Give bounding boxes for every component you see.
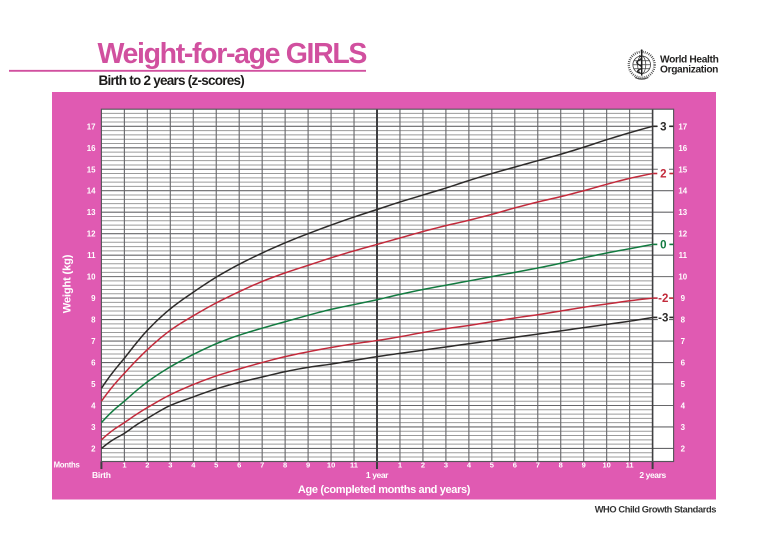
svg-text:Months: Months [54,461,81,470]
svg-text:16: 16 [678,144,687,153]
svg-text:2 years: 2 years [639,470,666,480]
svg-text:Age (completed months and year: Age (completed months and years) [298,484,471,496]
svg-text:5: 5 [214,460,218,469]
svg-text:3: 3 [91,423,96,432]
svg-text:-2: -2 [658,293,668,305]
svg-text:9: 9 [91,294,96,303]
svg-text:9: 9 [306,460,310,469]
svg-text:11: 11 [350,460,358,469]
svg-text:3: 3 [444,460,448,469]
svg-text:14: 14 [678,187,687,196]
svg-text:WHO Child Growth Standards: WHO Child Growth Standards [595,505,717,515]
svg-text:6: 6 [513,460,517,469]
svg-text:7: 7 [681,337,686,346]
svg-text:8: 8 [559,460,563,469]
svg-text:6: 6 [681,359,686,368]
svg-text:10: 10 [603,460,611,469]
svg-text:5: 5 [490,460,494,469]
svg-text:11: 11 [626,460,634,469]
svg-text:6: 6 [91,359,96,368]
svg-text:15: 15 [678,165,687,174]
svg-text:1 year: 1 year [366,470,389,480]
svg-text:5: 5 [681,380,686,389]
svg-text:World Health: World Health [660,55,719,66]
svg-text:8: 8 [91,316,96,325]
svg-text:11: 11 [679,251,688,260]
svg-text:3: 3 [660,121,666,133]
svg-text:10: 10 [678,273,687,282]
svg-text:Birth: Birth [92,470,111,480]
svg-text:4: 4 [467,460,472,469]
svg-text:12: 12 [678,230,687,239]
svg-text:6: 6 [237,460,241,469]
svg-text:2: 2 [660,169,666,181]
svg-text:Weight-for-age GIRLS: Weight-for-age GIRLS [98,38,367,70]
svg-text:10: 10 [87,273,96,282]
svg-text:2: 2 [681,444,686,453]
svg-text:9: 9 [681,294,686,303]
svg-text:11: 11 [87,251,96,260]
svg-text:8: 8 [283,460,287,469]
svg-text:4: 4 [191,460,196,469]
svg-text:13: 13 [678,208,687,217]
svg-text:15: 15 [87,165,96,174]
svg-text:0: 0 [660,239,666,251]
svg-text:1: 1 [398,460,402,469]
svg-text:10: 10 [327,460,335,469]
svg-text:17: 17 [678,122,687,131]
svg-text:17: 17 [87,122,96,131]
svg-text:13: 13 [87,208,96,217]
svg-text:5: 5 [91,380,96,389]
svg-text:8: 8 [681,316,686,325]
svg-text:4: 4 [91,402,96,411]
svg-text:2: 2 [421,460,425,469]
svg-text:1: 1 [122,460,126,469]
svg-text:16: 16 [87,144,96,153]
svg-text:2: 2 [91,444,96,453]
svg-text:Organization: Organization [660,65,718,76]
svg-text:7: 7 [91,337,96,346]
svg-text:9: 9 [582,460,586,469]
svg-text:Weight (kg): Weight (kg) [62,254,74,313]
svg-text:14: 14 [87,187,96,196]
svg-text:7: 7 [536,460,540,469]
svg-text:12: 12 [87,230,96,239]
svg-text:2: 2 [145,460,149,469]
svg-text:-3: -3 [658,312,668,324]
svg-text:4: 4 [681,402,686,411]
svg-text:3: 3 [681,423,686,432]
svg-text:7: 7 [260,460,264,469]
svg-text:Birth to 2 years (z-scores): Birth to 2 years (z-scores) [99,73,245,88]
svg-text:3: 3 [168,460,172,469]
